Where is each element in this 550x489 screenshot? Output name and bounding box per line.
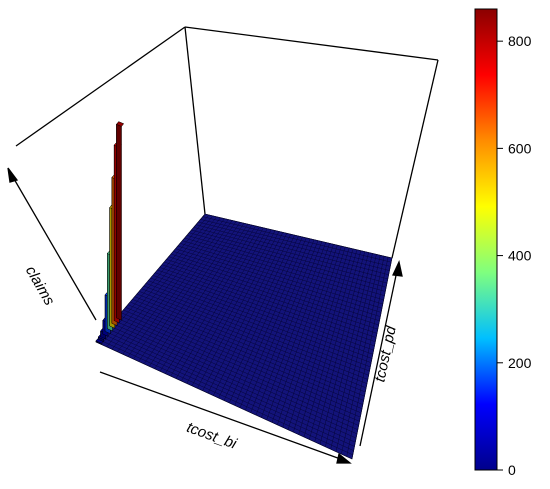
floor-grid-line (166, 259, 378, 330)
floor-grid-line (111, 323, 358, 430)
box-edge-vertical-right (391, 59, 439, 259)
box-edge-top-back (184, 26, 439, 61)
floor-grid-line (154, 272, 374, 351)
floor-grid-line (134, 296, 367, 389)
floor-grid-line (157, 269, 375, 347)
floor-grid-line (120, 312, 362, 414)
z-axis-label: claims (22, 263, 58, 309)
floor-grid-line (152, 275, 373, 355)
colorbar-tick-label: 400 (508, 248, 532, 264)
floor-grid-line (189, 232, 387, 288)
bar-front-face (116, 123, 122, 321)
colorbar-tick-label: 800 (508, 33, 532, 49)
floor-grid-line (170, 253, 380, 322)
floor-grid-line (193, 227, 388, 280)
z-axis-arrowhead (7, 167, 19, 183)
floor-grid-line (161, 264, 377, 338)
floor-grid-line (184, 237, 385, 296)
floor-grid-line (100, 336, 354, 451)
floor-grid-line (168, 256, 379, 326)
z-axis-arrow (9, 171, 97, 321)
floor-grid-line (109, 325, 358, 435)
floor-grid-line (104, 331, 356, 443)
floor-grid-line (132, 299, 366, 393)
bar (95, 337, 104, 345)
floor-grid-line (125, 307, 363, 405)
x-axis-arrowhead (336, 452, 352, 464)
floor-grid-line (141, 288, 369, 376)
box-edge-vertical-back (184, 26, 206, 215)
floor-grid-line (136, 293, 368, 384)
box-edge-top-left (15, 26, 186, 147)
bar-top-face (116, 121, 125, 127)
floor-grid-line (107, 328, 357, 439)
floor-grid-line (164, 261, 378, 334)
colorbar-ticks: 0 200 400 600 800 (497, 33, 532, 478)
axes (7, 167, 403, 464)
colorbar-tick-label: 600 (508, 140, 532, 156)
floor-grid-line (127, 304, 364, 401)
floor-grid-line (179, 243, 383, 305)
bars-group (95, 120, 125, 345)
floor-grid-line (123, 309, 363, 409)
floor-grid-line (114, 320, 359, 426)
floor-grid-line (143, 285, 370, 372)
colorbar (474, 8, 498, 471)
y-axis-arrow (359, 265, 399, 447)
floor-grid-line (118, 315, 361, 418)
floor-grid-line (148, 280, 372, 363)
floor-grid-line (145, 283, 371, 368)
bar (116, 120, 125, 321)
floor-grid-line (204, 213, 393, 259)
floor-grid-line (95, 341, 353, 460)
floor-grid-line (182, 240, 384, 301)
colorbar-tick-label: 0 (508, 462, 516, 478)
floor-grid-line (116, 317, 360, 422)
floor-grid-line (200, 219, 391, 267)
floor-grid-line (177, 245, 383, 309)
floor-grid-line (159, 267, 376, 342)
floor-grid-line (195, 224, 389, 275)
floor-grid-line (202, 216, 392, 263)
x-axis-arrow (99, 371, 347, 462)
floor-grid-line (139, 291, 368, 380)
floor-grid-line (186, 235, 386, 292)
box-back-edges (15, 26, 439, 259)
floor-grid-line (150, 277, 373, 359)
y-axis-arrowhead (392, 259, 403, 277)
floor-grid (95, 213, 393, 460)
x-axis-label: tcost_bi (184, 419, 239, 453)
floor-grid-line (198, 221, 390, 271)
floor-grid-line (175, 248, 382, 313)
colorbar-tick-label: 200 (508, 355, 532, 371)
floor-grid-line (98, 339, 353, 456)
floor-grid-line (191, 229, 388, 284)
floor-grid-line (129, 301, 365, 397)
floor-grid-line (102, 333, 355, 447)
floor-grid-line (173, 251, 381, 317)
